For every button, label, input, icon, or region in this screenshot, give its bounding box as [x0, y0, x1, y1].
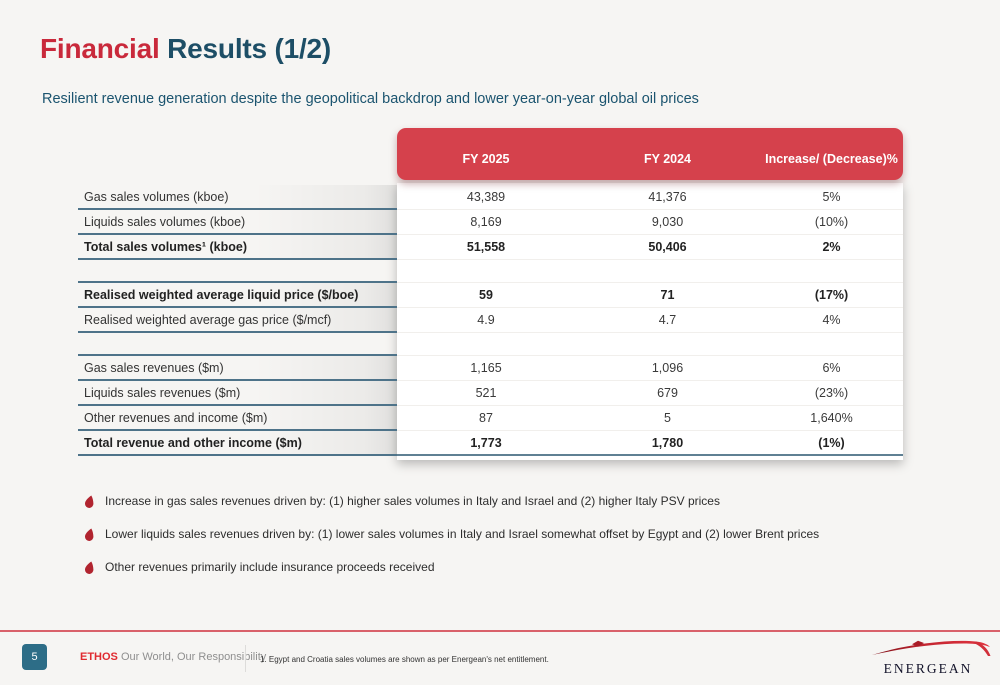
table-row: Liquids sales revenues ($m) 521 679 (23%) — [78, 381, 903, 407]
bullet-list: Increase in gas sales revenues driven by… — [84, 494, 819, 574]
footer-accent-line — [0, 630, 1000, 632]
page-title-rest: Results (1/2) — [159, 33, 332, 64]
row-label — [78, 333, 397, 357]
value-fy2025: 51,558 — [397, 235, 575, 261]
value-fy2024: 5 — [575, 406, 760, 432]
table-header-bar: FY 2025 FY 2024 Increase/ (Decrease)% — [397, 128, 903, 180]
value-fy2025: 1,773 — [397, 431, 575, 457]
value-fy2024: 41,376 — [575, 185, 760, 211]
bullet-item: Lower liquids sales revenues driven by: … — [84, 527, 819, 541]
value-fy2025 — [397, 333, 575, 357]
value-fy2024: 4.7 — [575, 308, 760, 334]
bullet-item: Other revenues primarily include insuran… — [84, 560, 819, 574]
table-row: Realised weighted average liquid price (… — [78, 283, 903, 309]
value-fy2025: 8,169 — [397, 210, 575, 236]
bullet-text: Lower liquids sales revenues driven by: … — [105, 527, 820, 541]
footnote: 1. Egypt and Croatia sales volumes are s… — [260, 655, 549, 664]
bullet-text: Increase in gas sales revenues driven by… — [105, 494, 720, 508]
value-fy2024 — [575, 333, 760, 357]
row-label: Total revenue and other income ($m) — [78, 431, 397, 457]
value-fy2025 — [397, 260, 575, 284]
value-change: (10%) — [760, 210, 903, 236]
value-change: (1%) — [760, 431, 903, 457]
page-number-badge: 5 — [22, 644, 47, 670]
footer-divider — [245, 645, 246, 672]
value-fy2024: 1,780 — [575, 431, 760, 457]
row-label: Other revenues and income ($m) — [78, 406, 397, 432]
droplet-icon — [84, 528, 94, 541]
value-fy2024: 1,096 — [575, 356, 760, 382]
table-row: Liquids sales volumes (kboe) 8,169 9,030 (1… — [78, 210, 903, 236]
value-change: 5% — [760, 185, 903, 211]
value-change — [760, 333, 903, 357]
column-header-fy2025: FY 2025 — [462, 152, 510, 166]
row-label: Realised weighted average liquid price (… — [78, 283, 397, 309]
ethos-label: ETHOS — [80, 651, 118, 663]
table-row: Total sales volumes¹ (kboe) 51,558 50,406 2… — [78, 235, 903, 261]
value-fy2024 — [575, 260, 760, 284]
droplet-icon — [84, 495, 94, 508]
row-label: Gas sales revenues ($m) — [78, 356, 397, 382]
row-label — [78, 260, 397, 284]
value-change: (17%) — [760, 283, 903, 309]
value-change — [760, 260, 903, 284]
value-fy2024: 50,406 — [575, 235, 760, 261]
droplet-icon — [84, 561, 94, 574]
column-header-fy2024: FY 2024 — [643, 152, 692, 166]
slide-subtitle: Resilient revenue generation despite the… — [42, 91, 699, 107]
ethos-tagline: ETHOS Our World, Our Responsibility — [80, 651, 266, 663]
page-title-accent: Financial — [40, 33, 160, 64]
energean-logo-swoosh — [872, 640, 991, 656]
value-fy2025: 43,389 — [397, 185, 575, 211]
bullet-text: Other revenues primarily include insuran… — [105, 560, 435, 574]
table-row: Realised weighted average gas price ($/m… — [78, 308, 903, 334]
bullet-item: Increase in gas sales revenues driven by… — [84, 494, 819, 508]
row-label: Liquids sales volumes (kboe) — [78, 210, 397, 236]
value-fy2024: 9,030 — [575, 210, 760, 236]
table-values-panel — [397, 183, 903, 460]
energean-logo: ENERGEAN — [862, 635, 994, 677]
value-fy2025: 1,165 — [397, 356, 575, 382]
value-change: 6% — [760, 356, 903, 382]
table-row: Gas sales volumes (kboe) 43,389 41,376 5% — [78, 185, 903, 211]
table-rows: Gas sales volumes (kboe) 43,389 41,376 5% Li… — [78, 185, 903, 457]
value-fy2025: 59 — [397, 283, 575, 309]
value-change: 1,640% — [760, 406, 903, 432]
table-spacer-row — [78, 260, 903, 284]
value-fy2024: 679 — [575, 381, 760, 407]
value-fy2025: 87 — [397, 406, 575, 432]
energean-logo-text: ENERGEAN — [883, 661, 973, 676]
row-label: Liquids sales revenues ($m) — [78, 381, 397, 407]
table-spacer-row — [78, 333, 903, 357]
value-fy2024: 71 — [575, 283, 760, 309]
value-fy2025: 4.9 — [397, 308, 575, 334]
row-label: Total sales volumes¹ (kboe) — [78, 235, 397, 261]
value-change: 4% — [760, 308, 903, 334]
row-label: Realised weighted average gas price ($/m… — [78, 308, 397, 334]
table-row: Other revenues and income ($m) 87 5 1,640% — [78, 406, 903, 432]
table-row: Total revenue and other income ($m) 1,773… — [78, 431, 903, 457]
value-fy2025: 521 — [397, 381, 575, 407]
page-title: Financial Results (1/2) — [40, 33, 331, 65]
ethos-text: Our World, Our Responsibility — [117, 651, 267, 663]
table-row: Gas sales revenues ($m) 1,165 1,096 6% — [78, 356, 903, 382]
column-header-change: Increase/ (Decrease)% — [765, 152, 898, 166]
value-change: 2% — [760, 235, 903, 261]
row-label: Gas sales volumes (kboe) — [78, 185, 397, 211]
value-change: (23%) — [760, 381, 903, 407]
